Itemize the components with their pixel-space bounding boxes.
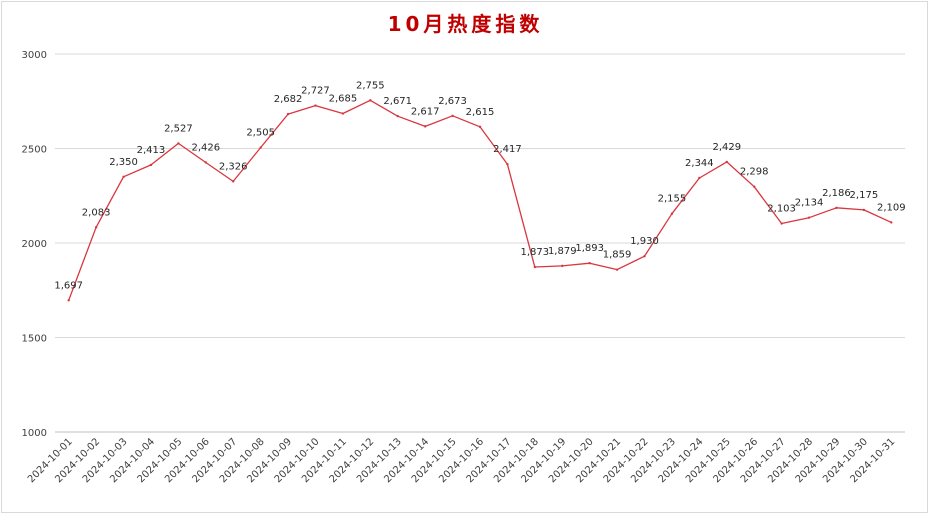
data-label: 2,682 <box>274 94 303 105</box>
data-point <box>478 125 482 128</box>
data-point <box>670 212 674 215</box>
data-point <box>698 176 701 180</box>
data-point <box>807 216 811 219</box>
data-label: 2,103 <box>767 204 796 215</box>
chart-title: 10月热度指数 <box>387 12 544 36</box>
y-tick-label: 1000 <box>22 428 47 439</box>
data-point <box>286 112 290 116</box>
data-label: 2,727 <box>301 86 330 97</box>
data-label: 2,109 <box>877 202 906 213</box>
data-point <box>506 162 509 166</box>
data-label: 2,134 <box>795 198 824 209</box>
data-label: 2,505 <box>246 128 275 139</box>
data-point <box>752 185 756 188</box>
data-label: 1,873 <box>521 247 550 258</box>
data-point <box>862 208 866 212</box>
data-label: 2,671 <box>383 96 412 107</box>
data-point <box>561 264 564 268</box>
data-label: 2,175 <box>850 190 879 201</box>
data-point <box>341 112 345 115</box>
data-label: 1,930 <box>630 236 659 247</box>
data-label: 2,155 <box>658 194 687 205</box>
data-point <box>588 262 591 265</box>
data-point <box>890 221 893 224</box>
data-label: 2,527 <box>164 123 193 134</box>
y-tick-label: 2500 <box>22 145 47 156</box>
data-label: 2,685 <box>329 94 358 105</box>
data-label: 1,879 <box>548 246 577 257</box>
y-tick-label: 2000 <box>22 239 47 250</box>
data-point <box>122 175 125 179</box>
data-label: 1,859 <box>603 250 632 261</box>
data-point <box>780 222 783 225</box>
data-point <box>725 160 728 164</box>
data-label: 2,344 <box>685 158 714 169</box>
data-label: 2,298 <box>740 167 769 178</box>
data-point <box>615 268 619 271</box>
data-label: 2,429 <box>712 142 741 153</box>
data-label: 1,893 <box>575 243 604 254</box>
data-label: 2,417 <box>493 144 522 155</box>
data-point <box>232 180 235 183</box>
data-point <box>259 146 262 149</box>
data-point <box>94 226 98 229</box>
data-point <box>177 142 180 145</box>
data-label: 2,617 <box>411 106 440 117</box>
data-point <box>423 125 427 128</box>
data-point <box>204 161 208 164</box>
data-label: 2,350 <box>109 157 138 168</box>
data-label: 2,755 <box>356 80 385 91</box>
data-point <box>643 255 646 258</box>
data-label: 2,083 <box>82 207 111 218</box>
data-label: 2,426 <box>191 142 220 153</box>
data-point <box>396 114 399 118</box>
data-point <box>67 299 70 302</box>
data-point <box>369 99 372 102</box>
data-label: 2,326 <box>219 161 248 172</box>
data-point <box>149 163 153 167</box>
y-tick-label: 3000 <box>22 50 47 61</box>
data-label: 2,413 <box>137 145 166 156</box>
data-label: 2,186 <box>822 188 851 199</box>
data-label: 2,673 <box>438 96 467 107</box>
data-point <box>533 265 537 269</box>
data-point <box>451 114 454 118</box>
y-tick-label: 1500 <box>22 334 47 345</box>
data-label: 1,697 <box>54 280 83 291</box>
data-point <box>835 206 838 210</box>
data-label: 2,615 <box>466 107 495 118</box>
data-point <box>314 104 317 107</box>
